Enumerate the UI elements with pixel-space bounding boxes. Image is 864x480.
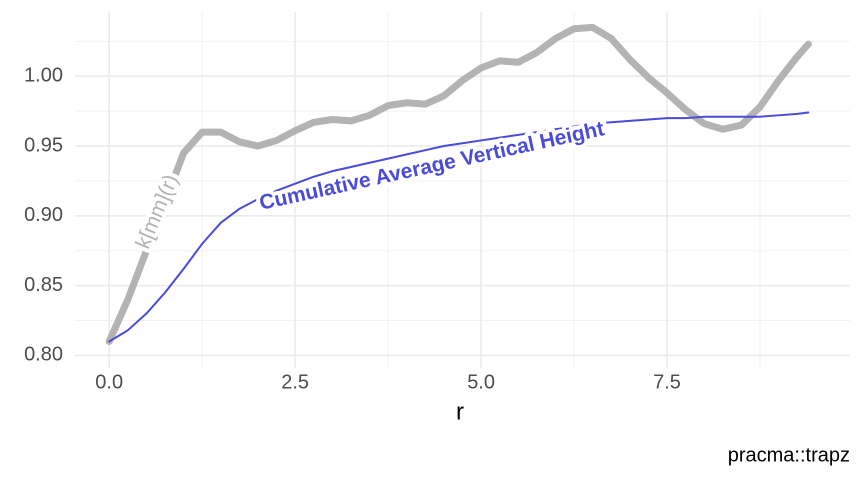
x-tick-label: 5.0 [467,371,495,393]
x-tick-label: 7.5 [653,371,681,393]
series-label: k[mm](r) [131,171,183,252]
y-tick-label: 0.85 [24,274,63,296]
y-tick-label: 0.95 [24,134,63,156]
series-line [108,111,810,343]
y-tick-label: 0.90 [24,204,63,226]
y-tick-label: 0.80 [24,344,63,366]
series-line [105,23,812,345]
x-axis-title: r [456,398,464,425]
caption: pracma::trapz [728,444,850,466]
x-tick-label: 0.0 [95,371,123,393]
y-tick-label: 1.00 [24,65,63,87]
series-label: Cumulative Average Vertical Height [257,117,606,214]
x-tick-label: 2.5 [281,371,309,393]
